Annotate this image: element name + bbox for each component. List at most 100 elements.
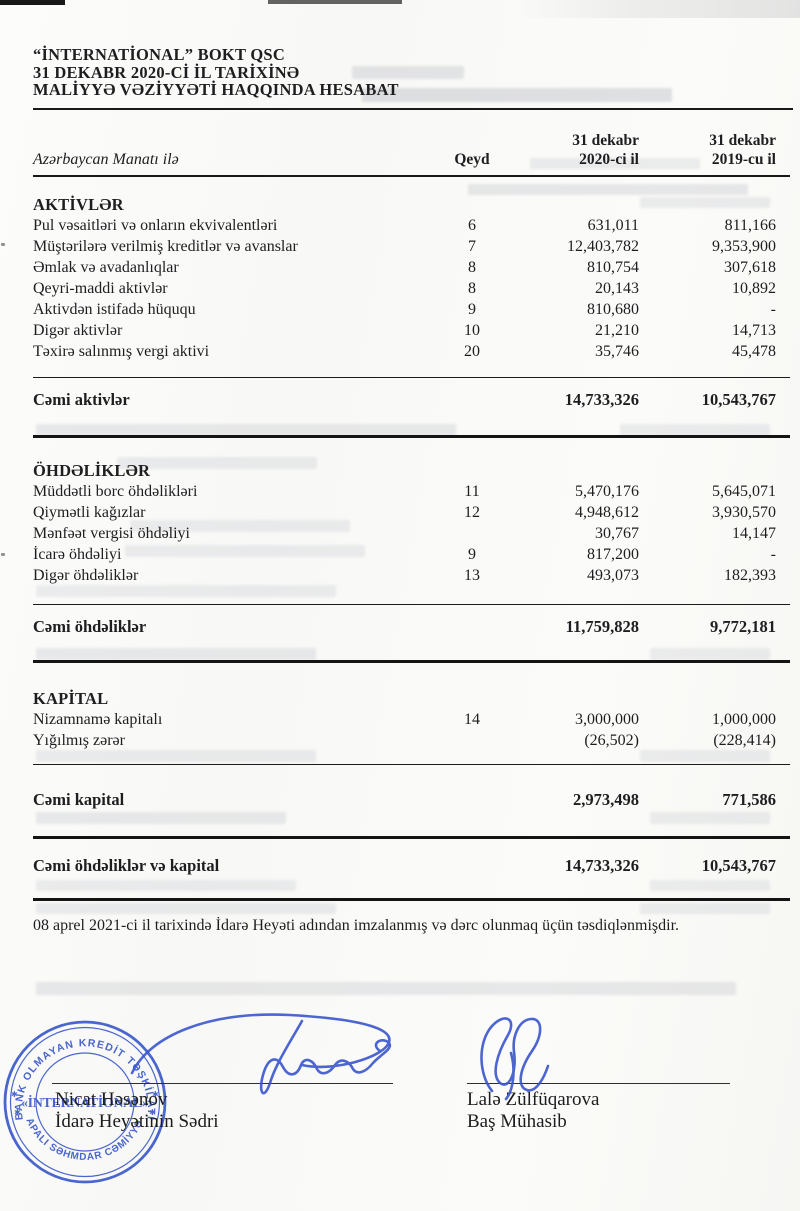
bleed-through-artifact [650,880,770,891]
row-label: İcarə öhdəliyi [33,546,122,563]
table-row: Aktivdən istifadə hüququ 9 810,680 - [33,299,790,320]
bleed-through-artifact [530,158,700,169]
row-value-2020: 20,143 [595,280,639,297]
table-row: Müştərilərə verilmiş kreditlər və avansl… [33,236,790,257]
subtotal-divider-line [33,604,790,605]
report-title: “İNTERNATİONAL” BOKT QSC 31 DEKABR 2020-… [33,46,793,110]
scan-artifact-noise [520,0,800,18]
row-value-2019: 14,147 [732,525,776,542]
table-column-header: Azərbaycan Manatı ilə Qeyd 31 dekabr 202… [33,131,790,177]
right-signature-ink [480,1017,550,1093]
subtotal-divider-line [33,377,790,378]
stamp-star-icon: ✱ [11,1090,18,1099]
section-total-row: Cəmi kapital 2,973,498 771,586 [33,765,790,810]
signer-left-name: Nicat Həsənov [55,1089,168,1110]
row-label: Digər öhdəliklər [33,567,139,584]
approval-note: 08 aprel 2021-ci il tarixində İdarə Heyə… [33,917,680,934]
row-value-2019: 10,892 [732,280,776,297]
signer-right-name: Lalə Zülfüqarova [467,1089,600,1110]
row-note: 8 [468,280,476,297]
bleed-through-artifact [130,520,350,532]
row-note [432,730,512,751]
row-value-2020: 631,011 [587,217,639,234]
bleed-through-artifact [650,648,770,660]
row-label: Digər aktivlər [33,322,123,339]
row-label: Yığılmış zərər [33,732,125,749]
table-row: Nizamnamə kapitalı 14 3,000,000 1,000,000 [33,709,790,730]
bleed-through-artifact [36,982,736,995]
row-label: Mənfəət vergisi öhdəliyi [33,525,190,542]
row-value-2019: 10,543,767 [701,856,776,875]
row-value-2019: - [770,546,776,563]
table-row: Digər aktivlər 10 21,210 14,713 [33,320,790,341]
balance-sheet-table: AKTİVLƏR Pul vəsaitləri və onların ekviva… [33,194,790,901]
row-value-2019: 9,353,900 [712,238,776,255]
row-label: Cəmi kapital [33,790,125,809]
signer-left-title: İdarə Heyətinin Sədri [55,1111,219,1132]
left-signature-ink [130,1013,391,1075]
stamp-star-icon: ✱ [149,1108,156,1117]
row-value-2019: - [770,301,776,318]
row-value-2019: 182,393 [724,567,776,584]
row-label: Pul vəsaitləri və onların ekvivalentləri [33,217,278,234]
row-note: 7 [468,238,476,255]
row-label: Qeyri-maddi aktivlər [33,280,168,297]
signer-right: Lalə Zülfüqarova Baş Mühasib [467,1089,599,1133]
table-row: Qeyri-maddi aktivlər 8 20,143 10,892 [33,278,790,299]
section-total-row: Cəmi aktivlər 14,733,326 10,543,767 [33,378,790,410]
bleed-through-artifact [36,424,456,436]
row-value-2020: 14,733,326 [564,856,639,875]
scan-speck [1,553,5,556]
signature-line-right [467,1083,730,1084]
row-note: 14 [464,711,480,728]
row-note: 6 [468,217,476,234]
table-row: Müddətli borc öhdəlikləri 11 5,470,176 5,64… [33,481,790,502]
signer-left: Nicat Həsənov İdarə Heyətinin Sədri [55,1089,219,1133]
row-note: 9 [468,301,476,318]
bleed-through-artifact [36,648,316,660]
row-note [432,789,512,810]
row-label: Qiymətli kağızlar [33,504,146,521]
signature-line-left [52,1083,393,1084]
row-label: Əmlak və avadanlıqlar [33,259,179,276]
row-value-2019: 14,713 [732,322,776,339]
stamp-star-icon: ✱ [14,1108,21,1117]
table-row: Digər öhdəliklər 13 493,073 182,393 [33,565,790,586]
row-value-2020: 810,680 [587,301,639,318]
row-value-2020: 11,759,828 [565,617,639,636]
bleed-through-artifact [36,812,286,824]
bleed-through-artifact [352,66,464,79]
bleed-through-artifact [36,750,316,762]
row-label: Cəmi öhdəliklər və kapital [33,856,220,875]
row-value-2020: 3,000,000 [575,711,639,728]
row-label: Təxirə salınmış vergi aktivi [33,343,210,360]
row-value-2019: 45,478 [732,343,776,360]
bleed-through-artifact [117,457,317,469]
row-value-2020: 810,754 [587,259,639,276]
table-row: İcarə öhdəliyi 9 817,200 - [33,544,790,565]
stamp-star-icon: ✱ [152,1090,159,1099]
section-divider-line [33,836,790,839]
row-value-2020: (26,502) [584,732,639,749]
row-value-2019: 10,543,767 [701,390,776,409]
company-seal-stamp: BANK OLMAYAN KREDİT TƏŞKİLATI QAPALI SƏH… [0,997,167,1184]
bleed-through-artifact [640,197,770,208]
row-value-2020: 5,470,176 [575,483,639,500]
handwritten-signatures [130,1013,550,1101]
section-heading: ÖHDƏLİKLƏR [33,461,151,480]
column-header-2020: 31 dekabr 2020-ci il [572,132,639,168]
row-value-2020: 12,403,782 [567,238,639,255]
row-note: 13 [464,567,480,584]
row-value-2020: 2,973,498 [573,790,639,809]
bottom-divider-line [33,898,790,901]
section-divider-line [33,435,790,438]
row-value-2020: 35,746 [595,343,639,360]
note-column-header: Qeyd [454,151,490,168]
row-value-2020: 4,948,612 [575,504,639,521]
column-header-2019: 31 dekabr 2019-cu il [709,132,776,168]
stamp-center-text: «İNTERNATİONAL» [21,1094,149,1111]
signer-right-title: Baş Mühasib [467,1111,567,1132]
row-note [432,855,512,876]
scan-speck [1,243,5,246]
